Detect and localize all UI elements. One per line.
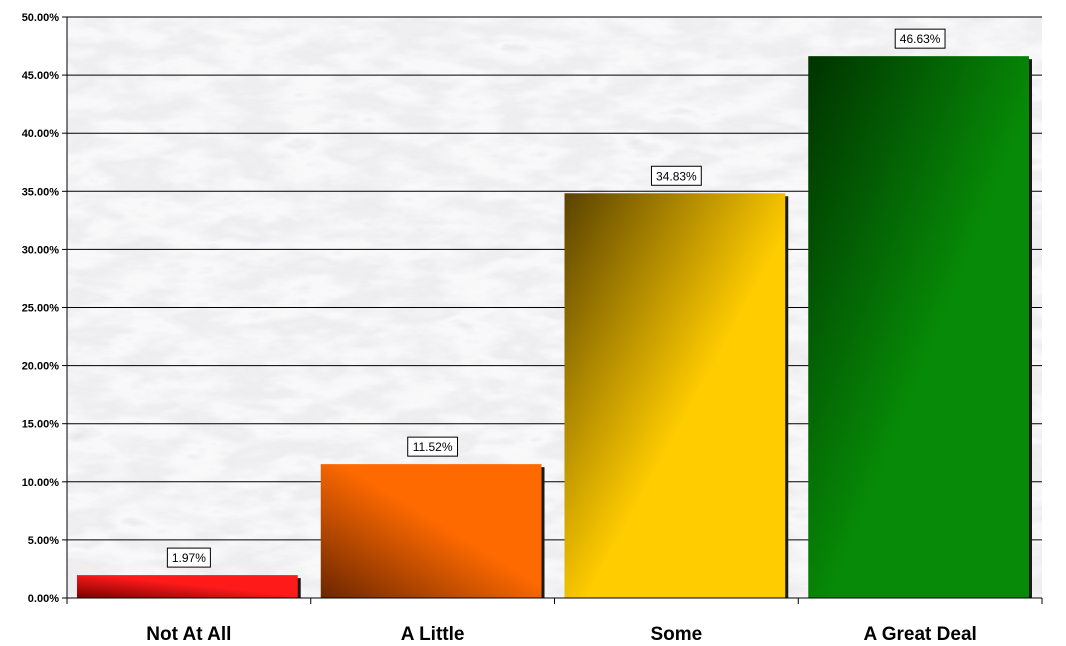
bar-some bbox=[564, 193, 786, 599]
y-tick-label: 40.00% bbox=[22, 128, 60, 140]
y-tick-label: 15.00% bbox=[22, 419, 60, 431]
y-tick-label: 50.00% bbox=[22, 12, 60, 24]
x-tick-label: Some bbox=[651, 624, 703, 645]
data-label-text: 1.97% bbox=[172, 551, 206, 565]
x-tick-label: A Great Deal bbox=[863, 624, 976, 645]
bars bbox=[77, 56, 1032, 599]
y-tick-label: 20.00% bbox=[22, 361, 60, 373]
y-tick-label: 0.00% bbox=[28, 593, 59, 605]
y-tick-label: 25.00% bbox=[22, 303, 60, 315]
y-tick-label: 35.00% bbox=[22, 186, 60, 198]
data-label: 11.52% bbox=[407, 436, 459, 457]
x-tick-label: A Little bbox=[401, 624, 465, 645]
y-tick-label: 5.00% bbox=[28, 535, 59, 547]
data-labels: 1.97% 11.52% 34.83% 46.63% bbox=[166, 28, 946, 568]
y-axis-ticks: 0.00% 5.00% 10.00% 15.00% 20.00% 25.00% 30.00%… bbox=[22, 12, 67, 605]
bar-a-little bbox=[320, 464, 542, 598]
data-label-box bbox=[407, 436, 459, 457]
data-label: 34.83% bbox=[650, 165, 702, 186]
data-label: 1.97% bbox=[166, 547, 211, 568]
y-tick-label: 10.00% bbox=[22, 477, 60, 489]
data-label: 46.63% bbox=[894, 28, 946, 49]
data-label-box bbox=[650, 165, 702, 186]
data-label-text: 34.83% bbox=[656, 169, 697, 183]
x-tick-label: Not At All bbox=[146, 624, 231, 645]
data-label-text: 46.63% bbox=[900, 32, 941, 46]
bar-a-great-deal bbox=[808, 56, 1029, 598]
data-label-text: 11.52% bbox=[413, 440, 453, 454]
data-label-box bbox=[166, 547, 211, 568]
data-label-box bbox=[894, 28, 946, 49]
y-tick-label: 45.00% bbox=[22, 70, 60, 82]
y-tick-label: 30.00% bbox=[22, 244, 60, 256]
bar-not-at-all bbox=[77, 575, 298, 598]
x-axis-ticks: Not At All A Little Some A Great Deal bbox=[66, 598, 1043, 645]
